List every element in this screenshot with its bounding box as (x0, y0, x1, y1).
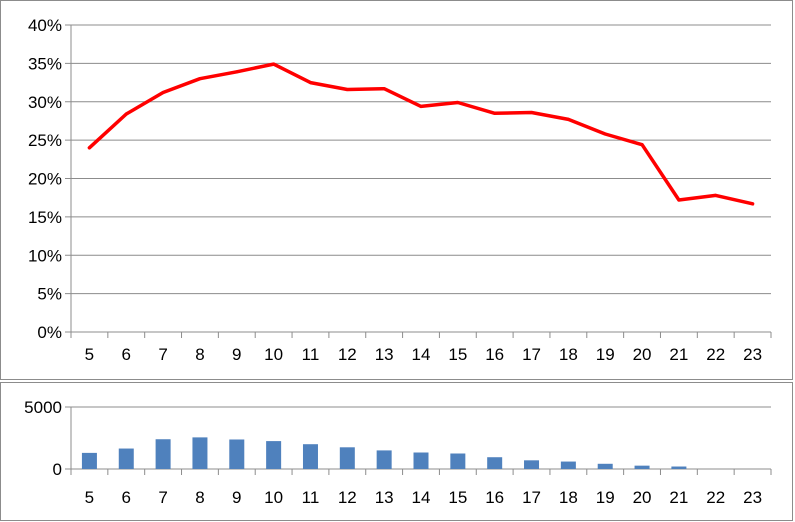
line-chart: 0% 5% 10% 15% 20% 25% 30% 35% 40% 5 6 7 8 9 10 11 12 13 14… (28, 16, 772, 364)
bar (118, 448, 134, 469)
data-point (493, 111, 497, 115)
x-tick-label: 19 (596, 488, 615, 507)
bar-chart: 0 5000 5 6 7 8 9 10 11 12 13 14 15 16 17 18 19 20 21 22 23 (24, 398, 772, 507)
y-tick-label: 35% (28, 54, 62, 73)
x-tick-label: 13 (375, 488, 394, 507)
x-tick-label: 6 (122, 345, 131, 364)
x-tick-label: 12 (338, 345, 357, 364)
x-tick-label: 18 (559, 345, 578, 364)
x-tick-label: 10 (264, 345, 283, 364)
bar (524, 460, 540, 469)
x-tick-label: 16 (485, 488, 504, 507)
x-tick-label: 11 (302, 488, 320, 507)
data-point (751, 202, 755, 206)
data-point (235, 70, 239, 74)
x-tick-label: 20 (633, 488, 652, 507)
x-tick-label: 23 (743, 345, 762, 364)
x-tick-label: 8 (195, 345, 204, 364)
bar (339, 447, 355, 469)
bar (487, 457, 503, 469)
bar (413, 452, 429, 469)
y-tick-label: 0% (37, 323, 62, 342)
bar (229, 439, 245, 469)
x-tick-label: 20 (633, 345, 652, 364)
y-tick-label: 20% (28, 170, 62, 189)
data-point (87, 146, 91, 150)
x-tick-label: 19 (596, 345, 615, 364)
data-point (530, 110, 534, 114)
data-point (308, 81, 312, 85)
data-point (677, 198, 681, 202)
bar-chart-panel: 0 5000 5 6 7 8 9 10 11 12 13 14 15 16 17 18 19 20 21 22 23 (0, 382, 793, 521)
x-tick-label: 9 (232, 488, 241, 507)
x-tick-label: 18 (559, 488, 578, 507)
x-tick-label: 12 (338, 488, 357, 507)
x-tick-label: 22 (706, 345, 725, 364)
x-tick-label: 13 (375, 345, 394, 364)
data-point (419, 104, 423, 108)
data-point (566, 117, 570, 121)
y-tick-label: 10% (28, 246, 62, 265)
data-point (345, 87, 349, 91)
data-point (456, 101, 460, 105)
x-tick-label: 7 (158, 345, 167, 364)
y-tick-label: 40% (28, 16, 62, 35)
x-tick-label: 11 (302, 345, 320, 364)
data-point (382, 87, 386, 91)
bar (560, 461, 576, 469)
x-tick-label: 8 (195, 488, 204, 507)
bar (376, 450, 392, 469)
x-tick-label: 5 (85, 345, 94, 364)
x-tick-label: 16 (485, 345, 504, 364)
data-point (640, 143, 644, 147)
y-tick-label: 30% (28, 93, 62, 112)
x-tick-label: 14 (412, 488, 431, 507)
series-line (87, 62, 755, 206)
bar (597, 463, 613, 469)
data-point (124, 112, 128, 116)
x-tick-label: 15 (448, 488, 467, 507)
x-tick-label: 10 (264, 488, 283, 507)
line-chart-panel: 0% 5% 10% 15% 20% 25% 30% 35% 40% 5 6 7 8 9 10 11 12 13 14… (0, 0, 793, 380)
x-tick-label: 9 (232, 345, 241, 364)
x-tick-label: 23 (743, 488, 762, 507)
bar (192, 437, 208, 469)
data-point (272, 62, 276, 66)
data-point (198, 77, 202, 81)
bar (155, 439, 171, 469)
x-tick-label: 14 (412, 345, 431, 364)
y-tick-label: 15% (28, 208, 62, 227)
bar (671, 466, 687, 469)
x-tick-label: 17 (522, 488, 541, 507)
bar (302, 444, 318, 469)
y-tick-label: 25% (28, 131, 62, 150)
x-tick-label: 21 (669, 488, 688, 507)
bar (266, 441, 282, 469)
x-tick-label: 6 (122, 488, 131, 507)
x-tick-label: 22 (706, 488, 725, 507)
bar (634, 465, 650, 469)
bar (450, 453, 466, 469)
bar (81, 452, 97, 469)
x-tick-label: 15 (448, 345, 467, 364)
data-point (161, 91, 165, 95)
data-point (603, 132, 607, 136)
y-tick-label: 0 (53, 460, 62, 479)
x-tick-label: 7 (158, 488, 167, 507)
y-tick-label: 5% (37, 285, 62, 304)
x-tick-label: 17 (522, 345, 541, 364)
x-tick-label: 21 (669, 345, 688, 364)
y-tick-label: 5000 (24, 398, 62, 417)
data-point (714, 193, 718, 197)
x-tick-label: 5 (85, 488, 94, 507)
